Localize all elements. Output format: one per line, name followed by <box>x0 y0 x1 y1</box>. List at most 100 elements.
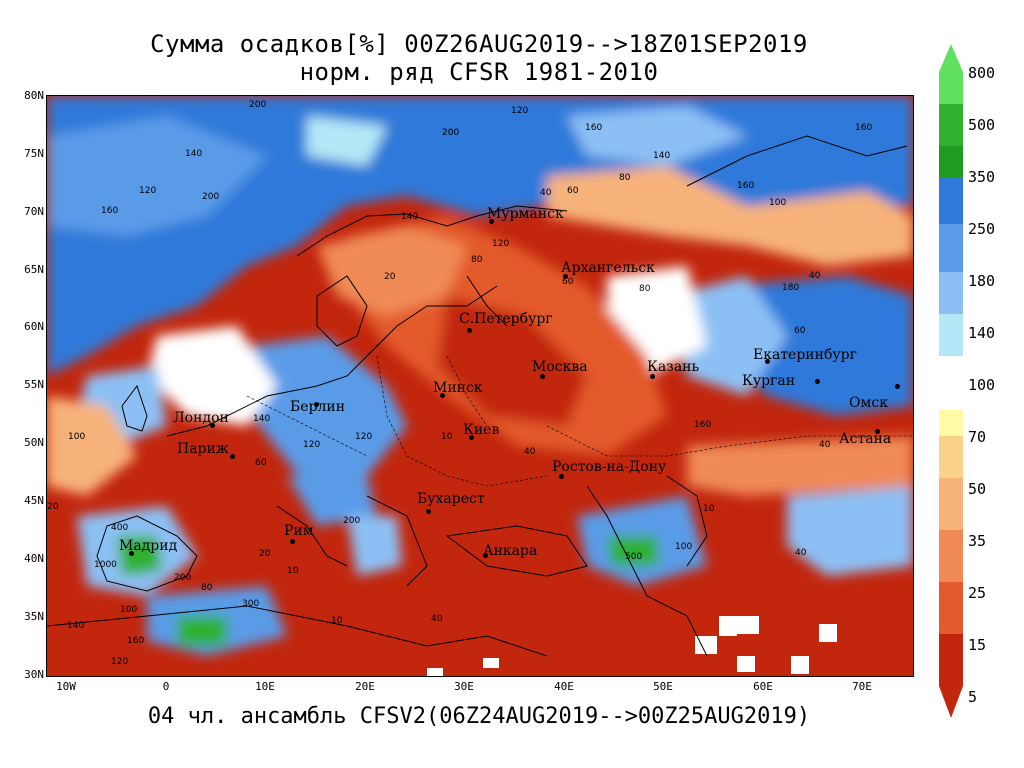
contour-label: 120 <box>139 186 157 196</box>
colorbar-label: 250 <box>968 220 996 238</box>
city-ekaterinburg: Екатеринбург <box>753 347 857 363</box>
city-dot <box>875 429 880 434</box>
contour-label: 80 <box>201 583 213 593</box>
city-madrid: Мадрид <box>119 538 178 554</box>
colorbar-bottom-arrow <box>939 686 963 718</box>
city-dot <box>467 328 472 333</box>
contour-label: 60 <box>255 458 267 468</box>
contour-label: 20 <box>259 549 271 559</box>
contour-label: 40 <box>524 447 536 457</box>
colorbar-label: 800 <box>968 64 996 82</box>
city-arkhangelsk: Архангельск <box>561 260 655 276</box>
city-kazan: Казань <box>647 359 700 375</box>
colorbar-label: 140 <box>968 324 996 342</box>
city-ankara: Анкара <box>483 543 538 559</box>
city-dot <box>559 474 564 479</box>
map-subtitle: норм. ряд CFSR 1981-2010 <box>299 58 659 86</box>
colorbar-label: 15 <box>968 636 987 654</box>
lat-label: 65N <box>24 263 44 276</box>
lat-label: 35N <box>24 610 44 623</box>
colorbar-label: 70 <box>968 428 987 446</box>
contour-label: 160 <box>694 420 712 430</box>
city-dot <box>469 435 474 440</box>
city-london: Лондон <box>173 410 229 426</box>
field-caucasus-green <box>607 536 659 566</box>
colorbar-25 <box>939 530 963 582</box>
no-data-block <box>737 616 759 634</box>
colorbar-label: 100 <box>968 376 996 394</box>
contour-label: 10 <box>287 566 299 576</box>
city-dot <box>483 553 488 558</box>
city-dot <box>290 539 295 544</box>
lon-label: 0 <box>162 680 170 693</box>
lat-label: 45N <box>24 494 44 507</box>
contour-label: 140 <box>253 414 271 424</box>
field-north-light <box>567 106 747 166</box>
colorbar <box>939 44 963 718</box>
field-siberia-wet <box>727 276 913 416</box>
city-dot <box>765 359 770 364</box>
colorbar-label: 35 <box>968 532 987 550</box>
colorbar-140 <box>939 272 963 314</box>
contour-label: 40 <box>540 188 552 198</box>
city-dot <box>540 374 545 379</box>
field-arctic-dry <box>547 166 913 266</box>
contour-label: 60 <box>794 326 806 336</box>
ensemble-footer: 04 чл. ансамбль CFSV2(06Z24AUG2019-->00Z… <box>147 704 811 729</box>
lon-label: 40E <box>554 680 574 693</box>
city-dot <box>129 551 134 556</box>
field-scand-dry <box>317 226 467 316</box>
colorbar-5 <box>939 634 963 686</box>
map-field <box>47 96 913 676</box>
field-north-white <box>307 116 387 166</box>
contour-label: 20 <box>47 502 59 512</box>
colorbar-35 <box>939 478 963 530</box>
contour-label: 40 <box>819 440 831 450</box>
city-dot <box>426 509 431 514</box>
contour-label: 140 <box>401 212 419 222</box>
colorbar-label: 500 <box>968 116 996 134</box>
city-kurgan: Курган <box>742 373 796 389</box>
colorbar-15 <box>939 582 963 634</box>
colorbar-350 <box>939 146 963 178</box>
contour-label: 20 <box>384 272 396 282</box>
no-data-block <box>819 624 837 642</box>
lat-label: 60N <box>24 320 44 333</box>
field-kz-wet <box>787 486 913 576</box>
borders <box>246 355 913 487</box>
colorbar-label: 180 <box>968 272 996 290</box>
contour-label: 100 <box>675 542 693 552</box>
contour-label: 120 <box>492 239 510 249</box>
colorbar-120 <box>939 314 963 356</box>
map-title: Сумма осадков[%] 00Z26AUG2019-->18Z01SEP… <box>150 30 808 58</box>
lon-label: 30E <box>454 680 474 693</box>
field-russia-core <box>437 296 587 426</box>
no-data-block <box>791 656 809 674</box>
contour-label: 200 <box>202 192 220 202</box>
contour-label: 300 <box>242 599 260 609</box>
contour-label: 120 <box>111 657 129 667</box>
no-data-block <box>719 616 737 636</box>
no-data-block <box>483 658 499 668</box>
city-spb: С.Петербург <box>459 311 553 327</box>
lon-label: 20E <box>355 680 375 693</box>
coastlines <box>47 135 908 657</box>
field-europe-white <box>147 326 277 426</box>
precipitation-map: Мурманск Архангельск С.Петербург Москва … <box>46 95 914 677</box>
contour-label: 80 <box>639 284 651 294</box>
contour-label: 10 <box>441 432 453 442</box>
no-data-block <box>427 668 443 676</box>
contour-label: 160 <box>127 636 145 646</box>
colorbar-top-arrow <box>939 44 963 72</box>
colorbar-label: 25 <box>968 584 987 602</box>
contour-label: 160 <box>855 123 873 133</box>
no-data-block <box>737 656 755 672</box>
field-north-wet <box>47 96 913 376</box>
colorbar-100 <box>939 356 963 410</box>
colorbar-800 <box>939 72 963 104</box>
contour-label: 200 <box>174 573 192 583</box>
contour-label: 60 <box>562 277 574 287</box>
field-north-light <box>47 116 267 236</box>
contour-label: 10 <box>703 504 715 514</box>
contour-label: 180 <box>782 283 800 293</box>
